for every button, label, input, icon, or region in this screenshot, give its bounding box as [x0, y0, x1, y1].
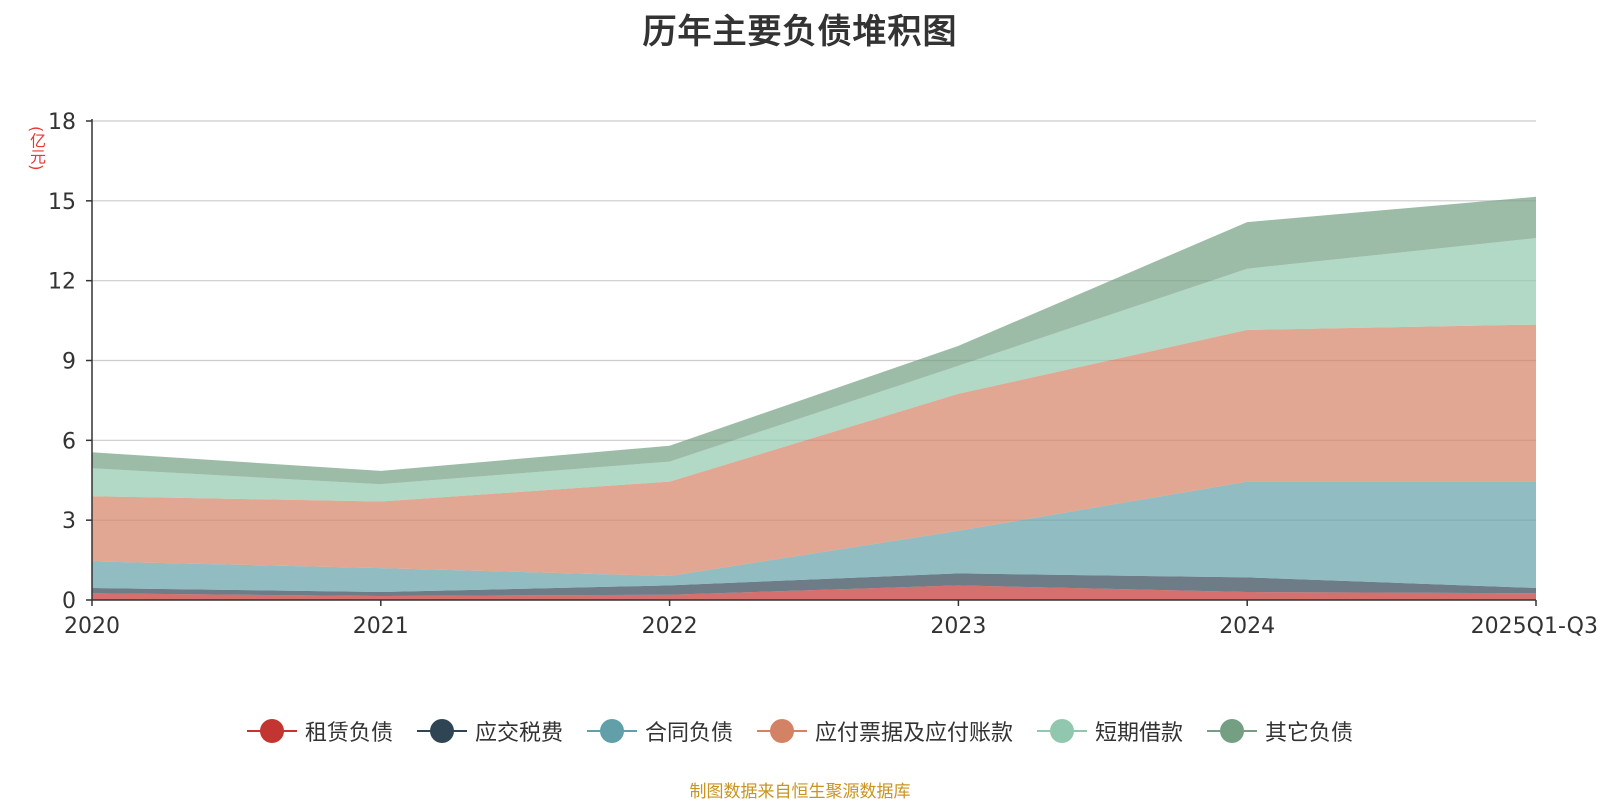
y-tick-label-0: 0	[62, 589, 76, 614]
x-tick-label-2: 2022	[642, 614, 698, 639]
legend-label: 合同负债	[644, 721, 733, 746]
area-series-4	[92, 238, 1536, 502]
x-tick-label-0: 2020	[64, 614, 120, 639]
y-tick-label-1: 3	[62, 509, 76, 534]
y-tick-label-4: 12	[48, 270, 76, 295]
legend-label: 短期借款	[1095, 721, 1184, 746]
legend-marker-icon	[757, 719, 807, 743]
area-series-2	[92, 481, 1536, 592]
area-series-5	[92, 196, 1536, 485]
legend-dot-icon	[770, 719, 794, 743]
legend-marker-icon	[246, 719, 297, 743]
legend-dot-icon	[1050, 719, 1075, 743]
legend-marker-icon	[586, 719, 637, 743]
legend-dot-icon	[429, 719, 454, 743]
x-tick-label-3: 2023	[930, 614, 986, 639]
legend-item-0[interactable]: 租赁负债	[246, 715, 393, 747]
area-series-0	[92, 585, 1536, 600]
x-tick-label-5: 2025Q1-Q3	[1471, 614, 1598, 639]
area-series-3	[92, 324, 1536, 576]
legend-item-2[interactable]: 合同负债	[586, 715, 733, 747]
y-tick-label-3: 9	[62, 350, 76, 375]
legend-item-5[interactable]: 其它负债	[1207, 715, 1353, 747]
legend-dot-icon	[1220, 719, 1245, 743]
legend-marker-icon	[1037, 719, 1088, 743]
legend: 租赁负债 应交税费 合同负债 应付票据及应付账款 短期借款 其它负债	[0, 715, 1600, 747]
area-series-1	[92, 573, 1536, 596]
y-axis-unit-label: (亿元)	[27, 125, 46, 171]
legend-item-4[interactable]: 短期借款	[1037, 715, 1183, 747]
x-tick-label-4: 2024	[1219, 614, 1275, 639]
legend-dot-icon	[259, 719, 284, 743]
y-tick-label-5: 15	[48, 190, 76, 215]
legend-label: 应交税费	[474, 721, 563, 746]
y-tick-label-2: 6	[62, 429, 76, 454]
chart-title: 历年主要负债堆积图	[642, 12, 958, 52]
legend-dot-icon	[599, 719, 624, 743]
legend-marker-icon	[1207, 719, 1258, 743]
x-tick-label-1: 2021	[353, 614, 409, 639]
legend-label: 租赁负债	[304, 721, 393, 746]
data-source-note: 制图数据来自恒生聚源数据库	[689, 782, 911, 802]
legend-marker-icon	[416, 719, 467, 743]
legend-label: 应付票据及应付账款	[815, 721, 1014, 746]
legend-item-3[interactable]: 应付票据及应付账款	[757, 715, 1013, 747]
y-tick-label-6: 18	[48, 110, 76, 135]
legend-label: 其它负债	[1265, 721, 1354, 746]
legend-item-1[interactable]: 应交税费	[416, 715, 563, 747]
